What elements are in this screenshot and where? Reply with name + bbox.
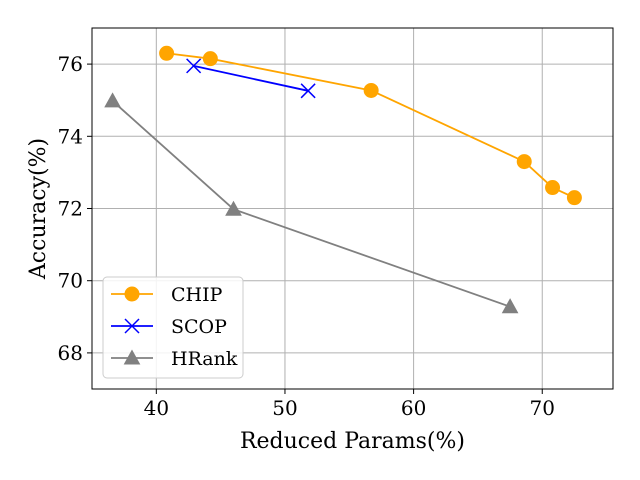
legend-box — [102, 276, 244, 379]
y-axis-title: Accuracy(%) — [26, 138, 51, 280]
x-tick-label: 40 — [144, 396, 169, 420]
data-point-hrank — [501, 298, 519, 314]
legend-marker — [123, 349, 141, 365]
x-tick-label: 60 — [401, 396, 426, 420]
data-point-scop — [300, 83, 316, 99]
data-point-chip — [545, 180, 561, 196]
marker-stroke — [124, 318, 140, 334]
data-point-chip — [159, 45, 175, 61]
y-tick-label: 76 — [58, 52, 83, 76]
data-point-chip — [202, 51, 218, 67]
legend-label: CHIP — [171, 284, 223, 306]
series-hrank — [104, 92, 519, 314]
data-point-chip — [566, 190, 582, 206]
series-scop — [186, 58, 316, 99]
series-chip — [159, 45, 582, 206]
x-tick-label: 50 — [272, 396, 297, 420]
marker-stroke — [186, 58, 202, 74]
legend-marker — [124, 286, 140, 302]
grid — [92, 28, 613, 389]
legend-item-hrank: HRank — [111, 348, 238, 370]
y-tick-label: 70 — [58, 269, 83, 293]
legend-item-chip: CHIP — [111, 284, 223, 306]
ticks: 40 50 60 70 68 70 72 74 76 — [58, 52, 555, 420]
series-group — [104, 45, 582, 314]
data-point-chip — [363, 82, 379, 98]
legend-label: HRank — [171, 348, 238, 370]
data-point-hrank — [104, 92, 121, 108]
x-tick-label: 70 — [530, 396, 555, 420]
legend-marker — [124, 318, 140, 334]
y-tick-label: 68 — [58, 341, 83, 365]
marker-stroke — [300, 83, 316, 99]
data-point-scop — [186, 58, 202, 74]
y-tick-label: 74 — [58, 124, 83, 148]
legend: CHIP SCOP HRank — [102, 276, 244, 379]
x-axis-title: Reduced Params(%) — [240, 429, 465, 454]
legend-label: SCOP — [171, 316, 227, 338]
series-line-scop — [193, 65, 309, 92]
y-tick-label: 72 — [58, 197, 83, 221]
legend-item-scop: SCOP — [111, 316, 227, 338]
data-point-chip — [516, 154, 532, 170]
data-point-hrank — [225, 200, 242, 216]
